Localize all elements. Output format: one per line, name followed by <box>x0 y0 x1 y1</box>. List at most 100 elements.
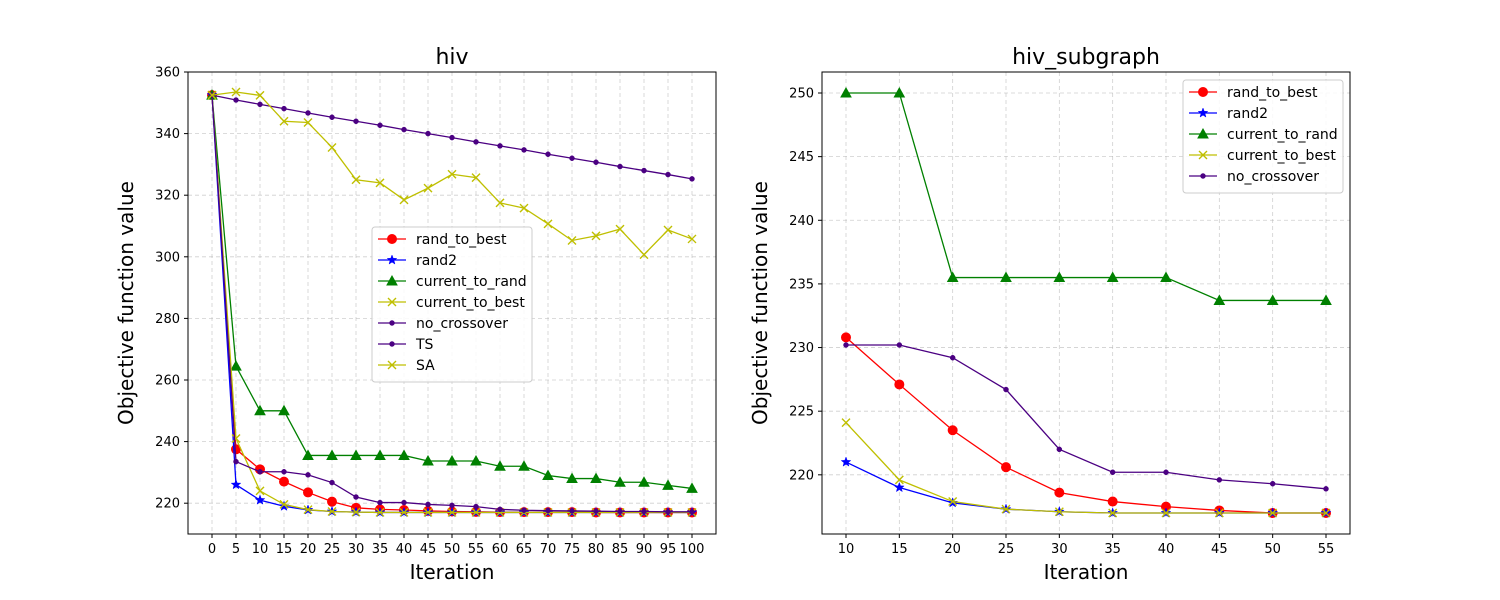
data-point <box>593 508 599 514</box>
legend-label: no_crossover <box>416 316 508 332</box>
data-point <box>1268 508 1278 518</box>
data-point <box>689 176 695 182</box>
data-point <box>1108 508 1118 518</box>
series-line <box>846 344 1327 490</box>
data-point <box>1001 504 1011 514</box>
data-point <box>353 494 359 500</box>
x-tick-label: 65 <box>516 542 533 557</box>
x-tick-label: 85 <box>612 542 629 557</box>
legend-label: rand2 <box>416 253 457 269</box>
data-point <box>257 101 263 108</box>
legend-marker <box>387 360 397 370</box>
x-tick-label: 35 <box>372 542 389 557</box>
x-tick-label: 25 <box>998 542 1015 557</box>
data-point <box>843 342 849 348</box>
y-tick-label: 225 <box>789 405 814 420</box>
data-point <box>948 497 958 507</box>
legend-label: current_to_best <box>1227 148 1336 164</box>
data-point <box>641 167 647 174</box>
series-ts <box>209 92 695 182</box>
y-tick-label: 220 <box>155 497 180 512</box>
y-axis-label: Objective function value <box>114 181 138 425</box>
legend-marker <box>386 254 398 265</box>
data-point <box>497 506 503 513</box>
legend-box <box>371 226 533 383</box>
data-point <box>303 505 313 515</box>
data-point <box>254 404 266 416</box>
x-axis-label: Iteration <box>410 560 495 584</box>
data-point <box>207 90 217 100</box>
data-point <box>278 404 290 416</box>
data-point <box>447 507 457 517</box>
chart-title: hiv <box>435 45 468 70</box>
x-tick-label: 20 <box>300 542 317 557</box>
data-point <box>614 476 626 487</box>
y-tick-label: 230 <box>789 341 814 356</box>
data-point <box>255 90 265 100</box>
legend-item-current-to-best: current_to_best <box>378 295 525 311</box>
data-point <box>231 434 241 444</box>
data-point <box>662 479 674 490</box>
series-current-to-rand <box>206 89 698 493</box>
x-tick-label: 75 <box>564 542 581 557</box>
data-point <box>946 271 959 283</box>
y-tick-label: 250 <box>789 87 814 102</box>
legend-label: current_to_rand <box>1227 127 1338 143</box>
legend: rand_to_best rand2 current_to_rand current_… <box>1182 79 1344 194</box>
data-point <box>446 454 458 466</box>
data-point <box>329 479 335 486</box>
legend-item-no-crossover: no_crossover <box>378 316 508 332</box>
data-point <box>401 499 407 506</box>
data-point <box>569 155 575 161</box>
data-point <box>545 507 551 514</box>
data-point <box>617 163 623 170</box>
series-no-crossover <box>843 342 1329 492</box>
legend-marker <box>387 234 397 244</box>
data-point <box>423 507 433 517</box>
legend-label: rand2 <box>1227 106 1268 122</box>
data-point <box>303 118 313 128</box>
x-tick-label: 50 <box>1264 542 1281 557</box>
legend-label: TS <box>415 337 434 353</box>
y-tick-label: 240 <box>155 435 180 450</box>
x-tick-label: 55 <box>1318 542 1335 557</box>
data-point <box>375 507 385 517</box>
y-tick-label: 220 <box>789 468 814 483</box>
data-point <box>230 360 242 371</box>
data-point <box>1323 486 1329 492</box>
chart-hiv-subgraph: 10 15 20 25 30 35 40 45 50 55 220 225 230 235 240 245 25… <box>748 45 1351 584</box>
data-point <box>327 507 337 517</box>
x-tick-label: 95 <box>660 542 677 557</box>
data-point <box>494 460 506 471</box>
data-point <box>281 105 287 112</box>
data-point <box>687 234 697 244</box>
legend: rand_to_best rand2 current_to_rand current_… <box>371 226 533 383</box>
x-tick-label: 50 <box>444 542 461 557</box>
data-point <box>305 472 311 478</box>
data-point <box>425 501 431 508</box>
data-point <box>543 219 553 229</box>
data-point <box>840 86 852 98</box>
x-tick-label: 45 <box>1211 542 1228 557</box>
x-tick-label: 90 <box>636 542 653 557</box>
legend-label: rand_to_best <box>416 232 507 248</box>
data-point <box>841 332 851 343</box>
y-tick-label: 300 <box>155 250 180 265</box>
data-point <box>1003 386 1009 393</box>
data-point <box>399 195 409 205</box>
data-point <box>567 235 577 245</box>
data-point <box>1056 446 1063 453</box>
series-sa <box>207 87 697 260</box>
data-point <box>542 469 554 480</box>
data-point <box>449 502 455 509</box>
data-point <box>495 198 505 208</box>
x-tick-label: 25 <box>324 542 341 557</box>
data-point <box>497 143 503 149</box>
data-point <box>329 114 335 121</box>
data-point <box>1320 294 1332 305</box>
legend-box <box>1182 79 1344 194</box>
data-point <box>279 499 289 509</box>
data-point <box>257 469 263 475</box>
data-point <box>1216 477 1223 483</box>
data-point <box>518 460 530 471</box>
